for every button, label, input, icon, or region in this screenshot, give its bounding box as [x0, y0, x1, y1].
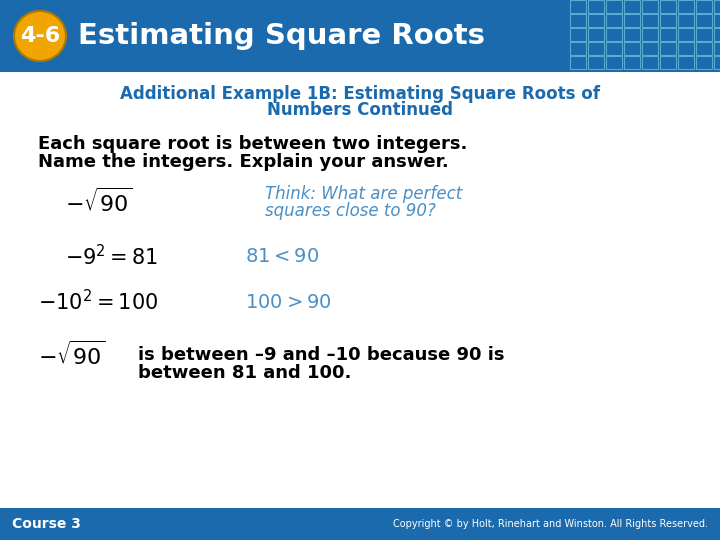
Bar [696, 28, 712, 41]
FancyBboxPatch shape [0, 508, 720, 540]
Bar [696, 42, 712, 55]
Bar [588, 14, 604, 27]
Bar [570, 42, 586, 55]
Bar [606, 42, 622, 55]
Text: Numbers Continued: Numbers Continued [267, 101, 453, 119]
Text: between 81 and 100.: between 81 and 100. [138, 364, 351, 382]
Bar [714, 56, 720, 69]
Bar [642, 42, 658, 55]
Bar [588, 0, 604, 13]
Bar [570, 56, 586, 69]
Text: 4-6: 4-6 [20, 26, 60, 46]
Bar [660, 28, 676, 41]
Text: $-10^2 = 100$: $-10^2 = 100$ [38, 289, 158, 315]
Text: Copyright © by Holt, Rinehart and Winston. All Rights Reserved.: Copyright © by Holt, Rinehart and Winsto… [393, 519, 708, 529]
Bar [660, 42, 676, 55]
Text: is between –9 and –10 because 90 is: is between –9 and –10 because 90 is [138, 346, 505, 364]
Text: $-\sqrt{90}$: $-\sqrt{90}$ [38, 341, 105, 369]
Bar [714, 14, 720, 27]
Bar [642, 0, 658, 13]
Bar [678, 42, 694, 55]
Text: $-9^2 = 81$: $-9^2 = 81$ [65, 245, 158, 269]
Bar [660, 14, 676, 27]
Bar [606, 14, 622, 27]
Text: Think: What are perfect: Think: What are perfect [265, 185, 462, 203]
Bar [696, 14, 712, 27]
Text: Estimating Square Roots: Estimating Square Roots [78, 22, 485, 50]
Bar [714, 28, 720, 41]
Bar [714, 42, 720, 55]
Bar [606, 0, 622, 13]
Bar [588, 42, 604, 55]
Bar [660, 0, 676, 13]
Bar [714, 0, 720, 13]
Bar [606, 56, 622, 69]
Bar [624, 14, 640, 27]
Bar [624, 0, 640, 13]
Text: $100 > 90$: $100 > 90$ [245, 293, 331, 312]
Text: Name the integers. Explain your answer.: Name the integers. Explain your answer. [38, 153, 449, 171]
Bar [624, 42, 640, 55]
Text: Each square root is between two integers.: Each square root is between two integers… [38, 135, 467, 153]
Bar [678, 14, 694, 27]
Bar [696, 0, 712, 13]
Bar [678, 56, 694, 69]
Text: $-\sqrt{90}$: $-\sqrt{90}$ [65, 188, 132, 216]
Bar [678, 0, 694, 13]
Bar [642, 56, 658, 69]
Bar [606, 28, 622, 41]
Bar [678, 28, 694, 41]
Bar [642, 14, 658, 27]
Text: $81 < 90$: $81 < 90$ [245, 247, 319, 267]
Bar [570, 0, 586, 13]
Bar [696, 56, 712, 69]
Bar [588, 56, 604, 69]
Bar [570, 14, 586, 27]
Bar [642, 28, 658, 41]
Bar [624, 28, 640, 41]
Text: Additional Example 1B: Estimating Square Roots of: Additional Example 1B: Estimating Square… [120, 85, 600, 103]
Bar [570, 28, 586, 41]
Text: squares close to 90?: squares close to 90? [265, 202, 436, 220]
Text: Course 3: Course 3 [12, 517, 81, 531]
Bar [624, 56, 640, 69]
FancyBboxPatch shape [0, 0, 720, 72]
Bar [660, 56, 676, 69]
Ellipse shape [14, 11, 66, 61]
Bar [588, 28, 604, 41]
